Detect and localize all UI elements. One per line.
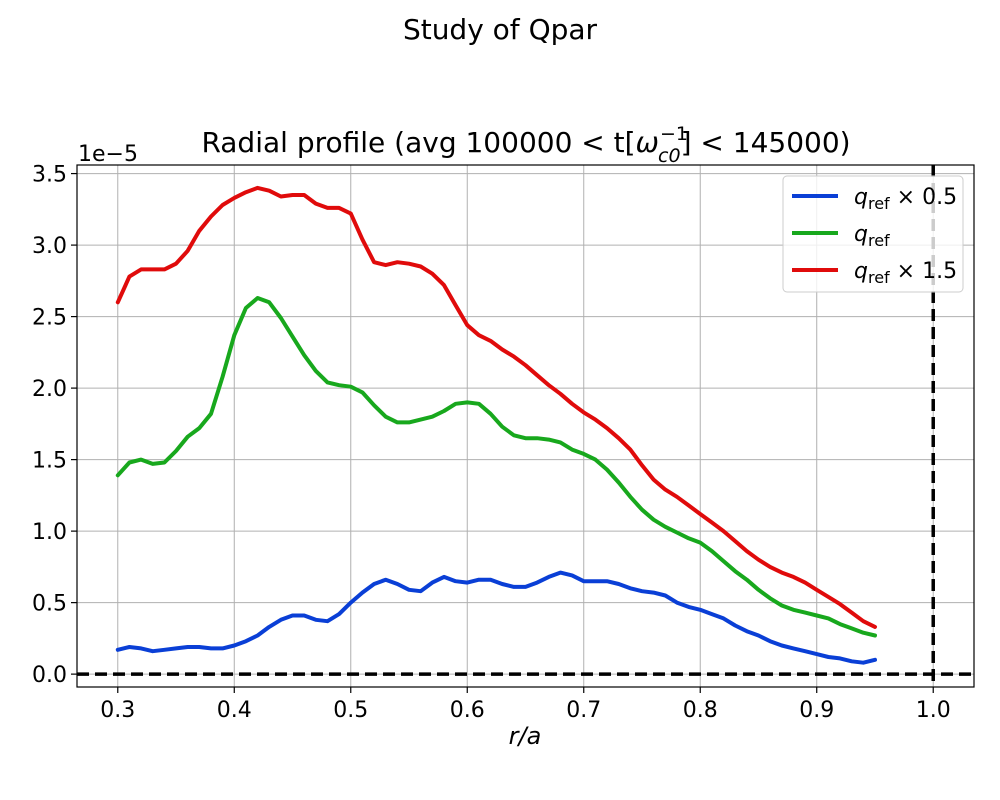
chart-title-suffix: ] < 145000) [681,126,851,159]
plot-area: 0.3 0.4 0.5 0.6 0.7 0.8 0.9 1.0 0.0 0.5 1.0 1.5 2.0… [32,163,975,723]
x-tick-label: 0.5 [333,698,368,723]
y-tick-label: 3.5 [32,163,67,188]
y-tick-label: 1.5 [32,449,67,474]
y-tick-label: 1.0 [32,520,67,545]
legend-label-1: qref × 0.5 [854,185,957,213]
y-axis-ticks: 0.0 0.5 1.0 1.5 2.0 2.5 3.0 3.5 [32,163,77,688]
chart-title-omega-sub: c0 [658,145,681,167]
x-tick-label: 0.6 [450,698,485,723]
y-tick-label: 3.0 [32,234,67,259]
chart-title-omega-sup: −1 [660,123,688,145]
x-tick-label: 0.7 [566,698,601,723]
x-axis-ticks: 0.3 0.4 0.5 0.6 0.7 0.8 0.9 1.0 [100,687,951,723]
legend-box [782,175,964,293]
x-tick-label: 0.8 [683,698,718,723]
series-line-1 [115,570,877,665]
x-tick-label: 1.0 [916,698,951,723]
y-tick-label: 0.0 [32,663,67,688]
chart-title-omega: ω [636,126,659,159]
x-tick-label: 0.3 [100,698,135,723]
y-tick-label: 0.5 [32,592,67,617]
legend-label-2: qref [854,222,890,250]
chart-title: Radial profile (avg 100000 < t[ω−1 c0] < … [201,123,850,167]
chart-title-prefix: Radial profile (avg 100000 < t[ [201,126,635,159]
figure-suptitle: Study of Qpar [403,13,598,46]
legend: qref × 0.5 qref qref × 1.5 [782,175,964,293]
reference-lines [77,165,974,687]
y-tick-label: 2.5 [32,306,67,331]
x-tick-label: 0.9 [799,698,834,723]
axes-frame [76,164,975,688]
y-tick-label: 2.0 [32,377,67,402]
series-line-3 [115,185,877,629]
x-axis-label: r/a [509,722,542,750]
series-line-2 [115,296,877,638]
legend-label-3: qref × 1.5 [854,259,957,287]
x-tick-label: 0.4 [217,698,252,723]
y-offset-text: 1e−5 [78,142,138,167]
series-layer [115,185,877,665]
